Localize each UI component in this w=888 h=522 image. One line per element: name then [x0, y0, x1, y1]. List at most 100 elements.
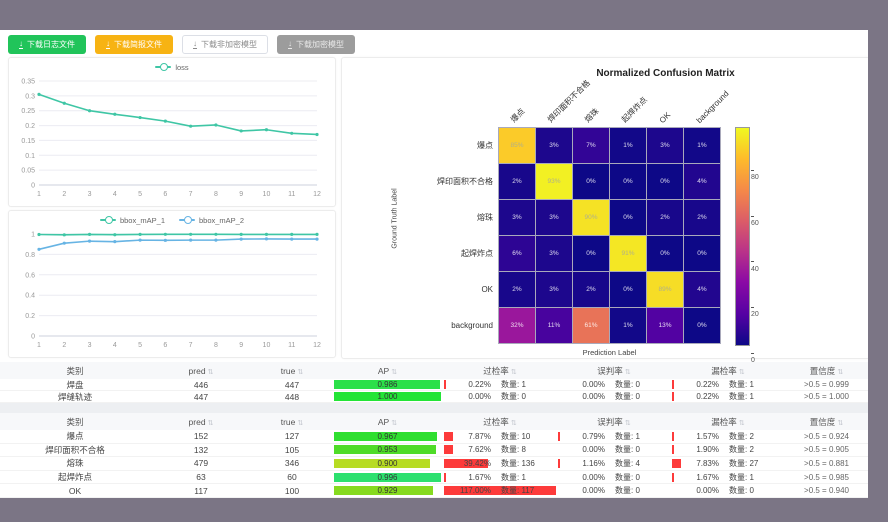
sort-icon[interactable]: ⇅: [624, 419, 631, 427]
column-header-over[interactable]: 过检率 ⇅: [483, 365, 517, 376]
category-cell: 起焊炸点: [57, 472, 92, 483]
legend-item-bbox_mAP_1[interactable]: bbox_mAP_1: [99, 216, 165, 225]
ap-bar: [334, 380, 440, 389]
missrate-count: 数量: 2: [729, 431, 754, 441]
misjudge-percent: 0.00%: [582, 392, 605, 401]
missrate-percent: 7.83%: [696, 458, 719, 468]
missrate-count: 数量: 1: [729, 392, 754, 401]
colorbar-tick: 20: [751, 304, 759, 318]
column-header-true[interactable]: true ⇅: [280, 416, 304, 427]
sort-icon[interactable]: ⇅: [738, 419, 745, 427]
sort-icon[interactable]: ⇅: [624, 368, 631, 376]
matrix-cell: 90%: [573, 200, 609, 235]
matrix-cell: 4%: [684, 272, 720, 307]
colorbar-tick: 0: [751, 350, 756, 364]
legend-label: loss: [175, 62, 189, 72]
overdetect-cell: 117.00% 数量: 117: [443, 486, 557, 496]
confidence-cell: >0.5 = 0.924: [804, 431, 849, 441]
window-bottom-edge: [0, 498, 888, 522]
svg-text:0.2: 0.2: [25, 123, 35, 130]
sort-icon[interactable]: ⇅: [837, 419, 844, 427]
ap-value: 0.967: [377, 431, 398, 441]
column-header-ap[interactable]: AP ⇅: [377, 365, 398, 376]
sort-icon[interactable]: ⇅: [391, 368, 398, 376]
pred-cell: 446: [193, 379, 209, 390]
colorbar-tick: 80: [751, 167, 759, 181]
category-cell: 焊印面积不合格: [45, 444, 105, 455]
matrix-cell: 7%: [573, 128, 609, 163]
svg-text:0.15: 0.15: [21, 138, 35, 145]
ap-bar: [334, 486, 434, 496]
download-button-2[interactable]: ↓ 下载非加密模型: [182, 35, 268, 54]
pred-cell: 152: [193, 431, 209, 442]
matrix-cell: 11%: [536, 308, 572, 343]
sort-icon[interactable]: ⇅: [391, 419, 398, 427]
missrate-count: 数量: 27: [729, 458, 759, 468]
column-header-pred[interactable]: pred ⇅: [188, 416, 214, 427]
column-header-miss[interactable]: 漏检率 ⇅: [711, 416, 745, 427]
svg-text:12: 12: [313, 342, 321, 349]
download-icon: ↓: [288, 39, 292, 49]
overdetect-bar: [444, 486, 556, 496]
matrix-cell: 91%: [610, 236, 646, 271]
matrix-row-label-5: background: [451, 320, 493, 330]
matrix-cell: 2%: [684, 200, 720, 235]
download-button-1[interactable]: ↓ 下载简报文件: [95, 35, 173, 54]
matrix-cell: 0%: [610, 272, 646, 307]
legend-marker-icon: [99, 216, 116, 224]
ap-value: 1.000: [377, 392, 398, 401]
legend-item-bbox_mAP_2[interactable]: bbox_mAP_2: [179, 216, 244, 225]
misjudge-bar: [558, 458, 560, 468]
column-header-conf[interactable]: 置信度 ⇅: [809, 416, 844, 427]
table-row: 熔珠 479 346 0.900 39.42% 数量: 136 1.16% 数量: 4 7.83…: [0, 457, 868, 471]
sort-icon[interactable]: ⇅: [738, 368, 745, 376]
matrix-row-labels: 爆点 焊印面积不合格 熔珠 起焊炸点 OK background: [402, 127, 498, 357]
matrix-col-label-3: 起焊炸点: [619, 95, 649, 125]
matrix-cell: 0%: [684, 308, 720, 343]
matrix-cell: 2%: [647, 200, 683, 235]
sort-icon[interactable]: ⇅: [207, 419, 214, 427]
table-row: OK 117 100 0.929 117.00% 数量: 117 0.00% 数量: 0 0.0…: [0, 484, 868, 498]
column-header-over[interactable]: 过检率 ⇅: [483, 416, 517, 427]
confidence-cell: >0.5 = 0.985: [804, 472, 849, 482]
matrix-cell: 3%: [647, 128, 683, 163]
table-row: 焊印面积不合格 132 105 0.953 7.62% 数量: 8 0.00% 数量: 0 1.…: [0, 443, 868, 458]
svg-text:7: 7: [189, 342, 193, 349]
overdetect-bar: [444, 445, 453, 455]
confidence-cell: >0.5 = 0.881: [804, 458, 849, 468]
matrix-cell: 1%: [610, 128, 646, 163]
column-header-conf[interactable]: 置信度 ⇅: [809, 365, 844, 376]
column-header-mis[interactable]: 误判率 ⇅: [597, 365, 631, 376]
misjudge-cell: 0.00% 数量: 0: [557, 380, 671, 389]
matrix-figure: Ground Truth Label 爆点 焊印面积不合格 熔珠 起焊炸点 OK back…: [342, 78, 868, 364]
missrate-bar: [672, 445, 675, 455]
overdetect-count: 数量: 0: [501, 392, 526, 401]
column-header-miss[interactable]: 漏检率 ⇅: [711, 365, 745, 376]
sort-icon[interactable]: ⇅: [297, 419, 304, 427]
column-header-true[interactable]: true ⇅: [280, 365, 304, 376]
missrate-bar: [672, 380, 674, 389]
download-icon: ↓: [106, 39, 110, 49]
sort-icon[interactable]: ⇅: [510, 419, 517, 427]
sort-icon[interactable]: ⇅: [837, 368, 844, 376]
misjudge-cell: 0.00% 数量: 0: [557, 486, 671, 495]
legend-item-loss[interactable]: loss: [155, 62, 189, 72]
download-button-3[interactable]: ↓ 下载加密模型: [277, 35, 355, 54]
column-header-ap[interactable]: AP ⇅: [377, 416, 398, 427]
ap-cell: 1.000: [332, 392, 443, 401]
svg-text:4: 4: [113, 342, 117, 349]
sort-icon[interactable]: ⇅: [207, 368, 214, 376]
column-header-pred[interactable]: pred ⇅: [188, 365, 214, 376]
sort-icon[interactable]: ⇅: [297, 368, 304, 376]
chart-legend: bbox_mAP_1 bbox_mAP_2: [9, 211, 335, 229]
matrix-row-label-0: 爆点: [477, 140, 493, 150]
download-button-label: 下载加密模型: [296, 40, 344, 49]
matrix-col-label-4: OK: [657, 110, 673, 125]
download-button-0[interactable]: ↓ 下载日志文件: [8, 35, 86, 54]
svg-text:10: 10: [263, 342, 271, 349]
overdetect-percent: 39.42%: [463, 458, 491, 468]
svg-text:10: 10: [263, 191, 271, 198]
sort-icon[interactable]: ⇅: [510, 368, 517, 376]
column-header-mis[interactable]: 误判率 ⇅: [597, 416, 631, 427]
missrate-cell: 1.90% 数量: 2: [671, 445, 785, 455]
